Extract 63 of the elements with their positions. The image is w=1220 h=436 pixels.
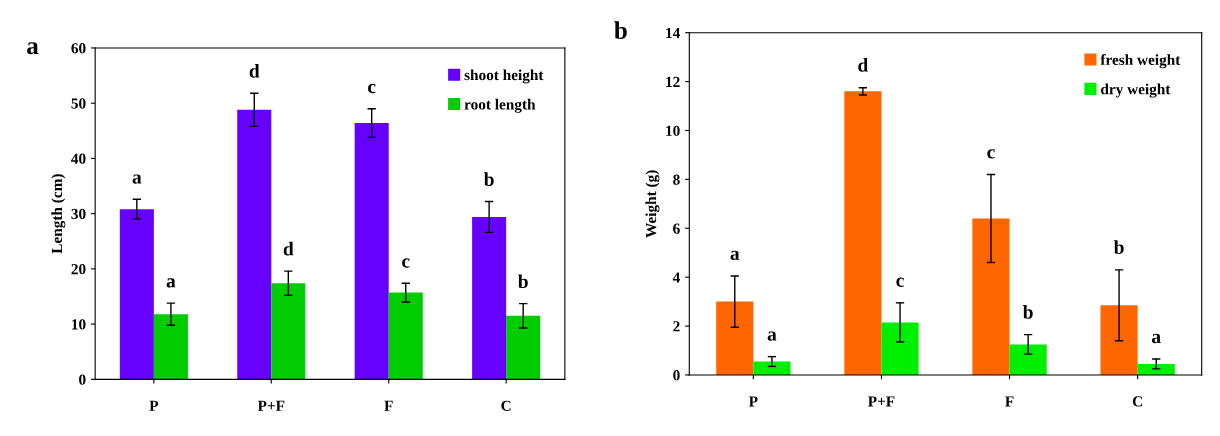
bar bbox=[472, 216, 507, 380]
bar bbox=[237, 109, 272, 380]
y-tick-label: 10 bbox=[666, 125, 680, 136]
data-label: a bbox=[730, 250, 740, 261]
legend-label: dry weight bbox=[1101, 83, 1171, 98]
data-label: b bbox=[518, 274, 528, 289]
y-tick-label: 8 bbox=[673, 174, 680, 185]
y-tick-label: 40 bbox=[71, 153, 86, 164]
x-tick-label: C bbox=[501, 400, 511, 411]
bar bbox=[844, 91, 882, 375]
y-tick-label: 0 bbox=[79, 374, 86, 385]
data-label: d bbox=[283, 241, 294, 256]
y-tick-label: 12 bbox=[666, 76, 680, 87]
y-tick-label: 50 bbox=[71, 98, 86, 109]
y-tick-label: 60 bbox=[71, 43, 86, 54]
legend-label: root length bbox=[464, 98, 536, 113]
y-tick-label: 4 bbox=[672, 272, 680, 283]
y-tick-label: 10 bbox=[72, 319, 86, 330]
x-tick-label: F bbox=[1005, 396, 1014, 407]
data-label: a bbox=[767, 331, 777, 341]
x-tick-label: P bbox=[748, 396, 758, 407]
x-tick-label: F bbox=[384, 400, 393, 411]
bar bbox=[271, 283, 306, 380]
y-axis-title: Length (cm) bbox=[51, 174, 66, 254]
bar bbox=[1100, 305, 1138, 375]
y-tick-label: 0 bbox=[673, 370, 680, 381]
data-label: c bbox=[402, 258, 410, 268]
chart-title: b bbox=[614, 21, 627, 39]
bar bbox=[881, 322, 919, 375]
y-tick-label: 20 bbox=[71, 264, 86, 275]
bar bbox=[506, 315, 541, 380]
x-tick-label: P+F bbox=[257, 400, 285, 411]
data-label: a bbox=[166, 278, 176, 288]
data-label: d bbox=[858, 58, 869, 72]
bar bbox=[119, 209, 154, 380]
bar bbox=[753, 361, 791, 375]
bar bbox=[354, 123, 389, 380]
bar bbox=[716, 301, 754, 375]
y-tick-label: 14 bbox=[666, 27, 680, 38]
data-label: b bbox=[483, 172, 494, 186]
data-label: b bbox=[1022, 305, 1033, 319]
legend-label: shoot height bbox=[464, 69, 544, 84]
y-tick-label: 2 bbox=[673, 321, 680, 332]
data-label: b bbox=[1113, 240, 1124, 254]
y-tick-label: 6 bbox=[673, 223, 680, 234]
x-tick-label: C bbox=[1132, 396, 1142, 407]
bar bbox=[388, 292, 423, 380]
data-label: a bbox=[132, 174, 142, 184]
chart-title: a bbox=[27, 42, 39, 55]
legend-label: fresh weight bbox=[1100, 54, 1181, 69]
bar bbox=[972, 218, 1010, 375]
data-label: a bbox=[1151, 333, 1161, 344]
bar bbox=[153, 314, 188, 380]
y-axis-title: Weight (g) bbox=[645, 170, 660, 238]
bar bbox=[1137, 363, 1175, 375]
data-label: c bbox=[368, 83, 376, 94]
x-tick-label: P bbox=[149, 400, 159, 411]
data-label: c bbox=[987, 149, 995, 159]
data-label: c bbox=[896, 277, 904, 287]
bar bbox=[1009, 344, 1047, 375]
y-tick-label: 30 bbox=[71, 208, 86, 220]
x-tick-label: P+F bbox=[868, 396, 895, 407]
data-label: d bbox=[249, 64, 260, 78]
